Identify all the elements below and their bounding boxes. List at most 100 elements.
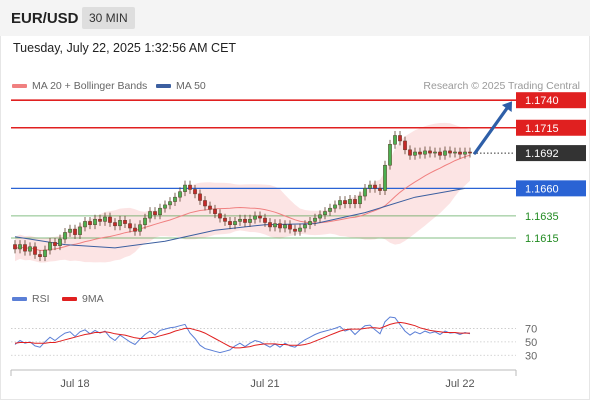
level-label-1.1740: 1.1740 (525, 95, 559, 107)
candle (413, 151, 417, 156)
candle (138, 224, 142, 232)
candle (168, 201, 172, 206)
candle (58, 238, 62, 246)
candle (358, 195, 362, 205)
candle (18, 244, 22, 250)
x-tick-label: Jul 22 (445, 378, 474, 390)
candle (278, 223, 282, 229)
candle (263, 217, 267, 223)
candle (143, 217, 147, 225)
legend-9ma-label: 9MA (82, 293, 104, 305)
candle (183, 184, 187, 192)
candle (178, 191, 182, 198)
candle (288, 224, 292, 230)
candle (393, 135, 397, 145)
candle (313, 217, 317, 222)
candle (78, 226, 82, 235)
legend-ma50: MA 50 (156, 80, 206, 92)
candle (218, 213, 222, 219)
candle (348, 199, 352, 205)
candle (228, 221, 232, 225)
level-tag-1.1660 (516, 180, 586, 197)
candle (198, 193, 202, 201)
chart-header: EUR/USD 30 MIN (0, 0, 590, 36)
level-tag-1.1715 (516, 119, 586, 136)
candle (353, 199, 357, 205)
legend-ma50-label: MA 50 (176, 80, 206, 92)
datetime-label: Tuesday, July 22, 2025 1:32:56 AM CET (13, 41, 237, 55)
candle (258, 215, 262, 219)
level-tag-1.1692 (516, 145, 586, 162)
level-label-1.1660: 1.1660 (525, 183, 559, 195)
candle (98, 218, 102, 222)
candle (388, 144, 392, 166)
candles (13, 131, 472, 262)
x-tick-label: Jul 18 (60, 378, 89, 390)
candle (428, 150, 432, 154)
candle (408, 149, 412, 156)
level-label-1.1715: 1.1715 (525, 123, 559, 135)
candle (373, 184, 377, 189)
candle (223, 217, 227, 222)
candle (468, 151, 472, 154)
candle (113, 222, 117, 227)
candle (188, 184, 192, 190)
candle (158, 207, 162, 216)
candle (208, 205, 212, 210)
candle (293, 228, 297, 232)
candle (253, 215, 257, 220)
rsi-tick-label: 50 (525, 337, 537, 349)
legend-ma20: MA 20 + Bollinger Bands (12, 80, 147, 92)
level-label-1.1635: 1.1635 (525, 211, 559, 223)
candle (133, 227, 137, 232)
candle (118, 220, 122, 227)
rsi-tick-label: 30 (525, 350, 537, 362)
candle (423, 150, 427, 155)
candle (243, 218, 247, 223)
rsi-swatch (12, 297, 27, 301)
candle (163, 204, 167, 209)
candle (48, 242, 52, 251)
candle (303, 224, 307, 229)
candle (63, 232, 67, 240)
copyright-label: Research © 2025 Trading Central (423, 80, 580, 92)
candle (23, 244, 27, 252)
candle (38, 254, 42, 257)
candle (458, 151, 462, 155)
candle (213, 209, 217, 214)
candle (193, 189, 197, 195)
candle (328, 207, 332, 212)
candle (248, 218, 252, 223)
candle (203, 200, 207, 207)
rsi-9ma-line (14, 321, 470, 349)
candle (148, 211, 152, 219)
candle (453, 151, 457, 154)
candle (363, 188, 367, 197)
ma50-swatch (156, 84, 171, 88)
candle (123, 220, 127, 224)
candle (323, 211, 327, 216)
candle (338, 200, 342, 206)
ma50-line (14, 187, 466, 249)
level-label-1.1615: 1.1615 (525, 233, 559, 245)
candle (343, 200, 347, 205)
candle (283, 224, 287, 229)
candle (318, 214, 322, 219)
candle (438, 151, 442, 156)
legend-9ma: 9MA (62, 293, 104, 305)
candle (28, 246, 32, 252)
candle (403, 140, 407, 151)
candle (333, 204, 337, 209)
candle (128, 223, 132, 229)
rsi-tick-label: 70 (525, 323, 537, 335)
candle (273, 223, 277, 228)
candle (443, 150, 447, 156)
candle (153, 211, 157, 216)
timeframe-badge[interactable]: 30 MIN (82, 7, 135, 29)
candle (268, 222, 272, 228)
forecast-arrow-head (501, 101, 512, 113)
candle (13, 244, 17, 250)
ma9-swatch (62, 297, 77, 301)
candle (68, 228, 72, 233)
